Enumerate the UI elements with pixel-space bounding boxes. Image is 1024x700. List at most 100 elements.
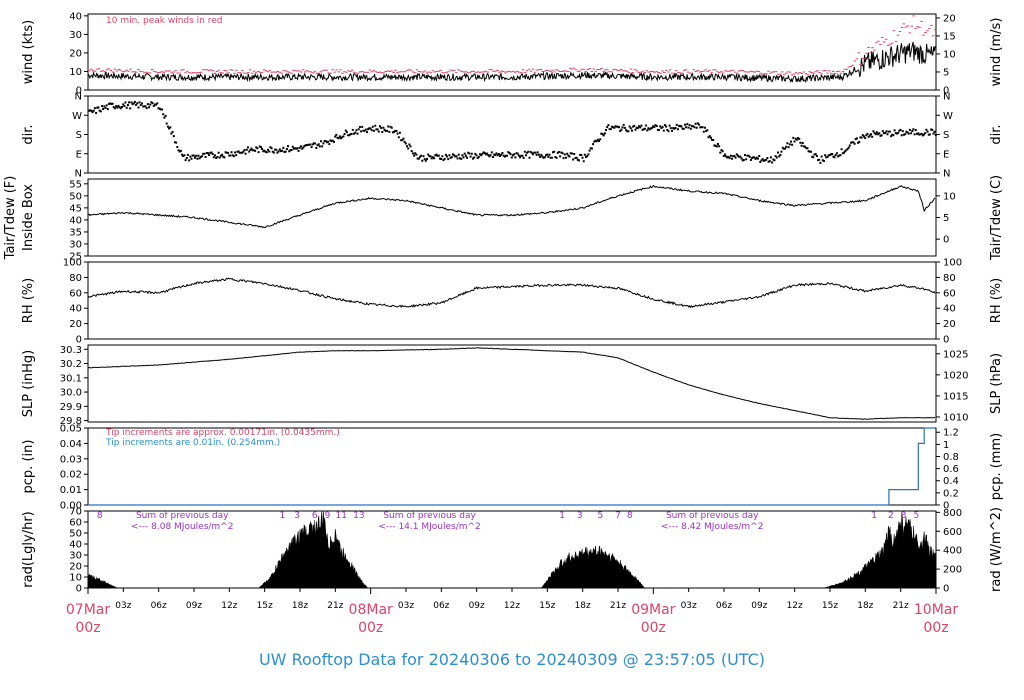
wind-left-tick-label: 30: [69, 30, 82, 41]
x-hour-label: 09z: [751, 601, 767, 611]
slp-right-tick-label: 1025: [943, 349, 968, 360]
hour-mark: 3: [294, 511, 300, 521]
wind-left-tick-label: 40: [69, 11, 82, 22]
tair-left-tick-label: 50: [69, 191, 82, 202]
x-day-date: 10Mar: [914, 602, 958, 618]
pcp-left-tick-label: 0.01: [60, 485, 82, 496]
daily-total-label: Sum of previous day: [383, 511, 476, 521]
pcp-right-tick-label: 0.6: [943, 464, 959, 475]
dir-left-tick-label: N: [75, 169, 82, 180]
x-hour-label: 12z: [221, 601, 237, 611]
dir-ylabel-left: dir.: [21, 124, 36, 144]
rh-right-tick-label: 80: [943, 273, 956, 284]
pcp-right-tick-label: 0: [943, 501, 949, 512]
rh-ylabel-left: RH (%): [21, 278, 36, 323]
rh-frame: [87, 261, 937, 340]
slp-left-tick-label: 30.0: [60, 388, 82, 399]
rh-right-tick-label: 40: [943, 304, 956, 315]
rh-left-tick-label: 60: [69, 288, 82, 299]
rad-left-tick-label: 70: [69, 507, 82, 518]
pcp-left-tick-label: 0.03: [60, 454, 82, 465]
wind-right-tick-label: 10: [943, 49, 956, 60]
dir-left-tick-label: N: [75, 92, 82, 103]
rh-right-tick-label: 0: [943, 335, 949, 346]
x-hour-label: 21z: [610, 601, 626, 611]
slp-right-tick-label: 1020: [943, 370, 968, 381]
pcp-right-tick-label: 0.8: [943, 452, 959, 463]
tair-left-tick-label: 40: [69, 215, 82, 226]
slp-left-tick-label: 30.1: [60, 373, 82, 384]
rad-left-tick-label: 20: [69, 562, 82, 573]
daily-total-label: Sum of previous day: [136, 511, 229, 521]
dir-frame: [87, 95, 937, 174]
rh-left-tick-label: 20: [69, 319, 82, 330]
x-hour-label: 09z: [469, 601, 485, 611]
x-day-hour: 00z: [923, 620, 948, 636]
x-hour-label: 12z: [787, 601, 803, 611]
x-day-hour: 00z: [641, 620, 666, 636]
slp-left-tick-label: 30.2: [60, 359, 82, 370]
rad-right-tick-label: 800: [943, 508, 962, 519]
rad-right-tick-label: 0: [943, 584, 949, 595]
dir-left-tick-label: S: [76, 130, 82, 141]
wind-right-tick-label: 15: [943, 31, 956, 42]
panel-rad: 0102030405060700200400600800rad(Lgly/hr)…: [21, 507, 1004, 595]
pcp-right-tick-label: 0.2: [943, 488, 959, 499]
slp-left-tick-label: 29.8: [60, 416, 82, 427]
pcp-ylabel-right: pcp. (mm): [989, 433, 1004, 500]
rad-ylabel-left: rad(Lgly/hr): [21, 511, 36, 587]
x-hour-label: 18z: [292, 601, 308, 611]
wind-line: [87, 41, 936, 84]
x-hour-label: 21z: [893, 601, 909, 611]
dir-right-tick-label: E: [943, 149, 949, 160]
daily-total-value: <--- 8.08 MJoules/m^2: [131, 522, 233, 532]
rh-left-tick-label: 80: [69, 273, 82, 284]
rad-left-tick-label: 10: [69, 573, 82, 584]
pcp-right-tick-label: 0.4: [943, 476, 959, 487]
tair-right-tick-label: 0: [943, 235, 949, 246]
tair-ylabel-left-2: Inside Box: [21, 184, 36, 251]
slp-ylabel-right: SLP (hPa): [989, 353, 1004, 414]
rh-left-tick-label: 100: [63, 258, 82, 269]
precip-note-approx: Tip increments are approx. 0.00171in. (0…: [105, 428, 340, 438]
rad-left-tick-label: 50: [69, 529, 82, 540]
x-day-hour: 00z: [75, 620, 100, 636]
dir-ylabel-right: dir.: [989, 124, 1004, 144]
rh-ylabel-right: RH (%): [989, 278, 1004, 323]
x-hour-label: 03z: [398, 601, 414, 611]
wind-annotation: 10 min. peak winds in red: [106, 16, 223, 26]
wind-left-tick-label: 10: [69, 67, 82, 78]
precip-note-exact: Tip increments are 0.01in. (0.254mm.): [105, 438, 280, 448]
rh-line: [87, 277, 936, 309]
precip-line: [88, 427, 935, 506]
x-hour-label: 18z: [857, 601, 873, 611]
hour-mark: 2: [888, 511, 894, 521]
tair-left-tick-label: 25: [69, 252, 82, 263]
pcp-left-tick-label: 0.05: [60, 424, 82, 435]
hour-mark: 1: [559, 511, 565, 521]
panel-slp: 29.8 29.9 30.0 30.1 30.2 30.3 1010 1015 1020 1025…: [21, 344, 1004, 427]
wind-ylabel-right: wind (m/s): [989, 18, 1004, 87]
x-hour-label: 06z: [433, 601, 449, 611]
dir-right-tick-label: S: [943, 130, 949, 141]
x-axis: 03z 06z 09z 12z 15z 18z 21z 03z 06z 09z 12z 15z 18z 2…: [66, 588, 958, 636]
panel-pcp: 0.00 0.01 0.02 0.03 0.04 0.05 0 0.20.40.60.811.…: [21, 424, 1004, 512]
rh-right-tick-label: 60: [943, 288, 956, 299]
rh-right-tick-label: 20: [943, 319, 956, 330]
x-hour-label: 21z: [327, 601, 343, 611]
dir-right-tick-label: N: [943, 92, 950, 103]
x-day-hour: 00z: [358, 620, 383, 636]
pcp-ylabel-left: pcp. (in): [21, 440, 36, 494]
tair-left-tick-label: 55: [69, 179, 82, 190]
hour-mark: 7: [615, 511, 621, 521]
daily-total-value: <--- 8.42 MJoules/m^2: [661, 522, 763, 532]
rad-right-tick-label: 600: [943, 527, 962, 538]
dir-points: [88, 100, 937, 164]
pcp-left-tick-label: 0.04: [60, 439, 82, 450]
x-hour-label: 03z: [681, 601, 697, 611]
hour-mark: 11: [335, 511, 346, 521]
hour-mark: 3: [901, 511, 907, 521]
